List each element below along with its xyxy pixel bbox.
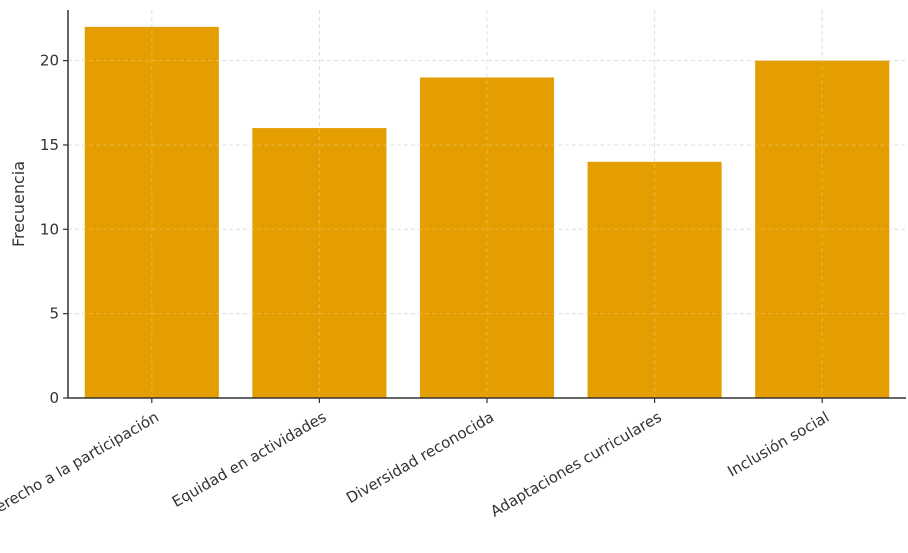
y-tick-label: 0 (49, 389, 59, 407)
y-tick-label: 5 (49, 305, 59, 323)
bar (755, 60, 890, 398)
x-tick-label: Diversidad reconocida (343, 408, 497, 507)
x-tick-label: Inclusión social (724, 408, 832, 481)
x-tick-label: Derecho a la participación (0, 408, 162, 522)
bar-layer (68, 10, 906, 398)
y-tick-label: 15 (40, 136, 59, 154)
y-tick-label: 10 (40, 220, 59, 238)
y-tick-layer: 0 5 10 15 20 (40, 52, 68, 407)
x-tick-label: Equidad en actividades (169, 408, 330, 511)
x-tick-layer: Derecho a la participación Equidad en act… (0, 398, 832, 522)
bar (84, 26, 219, 398)
y-axis-title: Frecuencia (9, 161, 28, 247)
bar (419, 77, 555, 398)
bar (252, 128, 387, 398)
y-tick-label: 20 (40, 52, 59, 70)
x-tick-label: Adaptaciones curriculares (487, 408, 664, 521)
bar (587, 161, 722, 398)
